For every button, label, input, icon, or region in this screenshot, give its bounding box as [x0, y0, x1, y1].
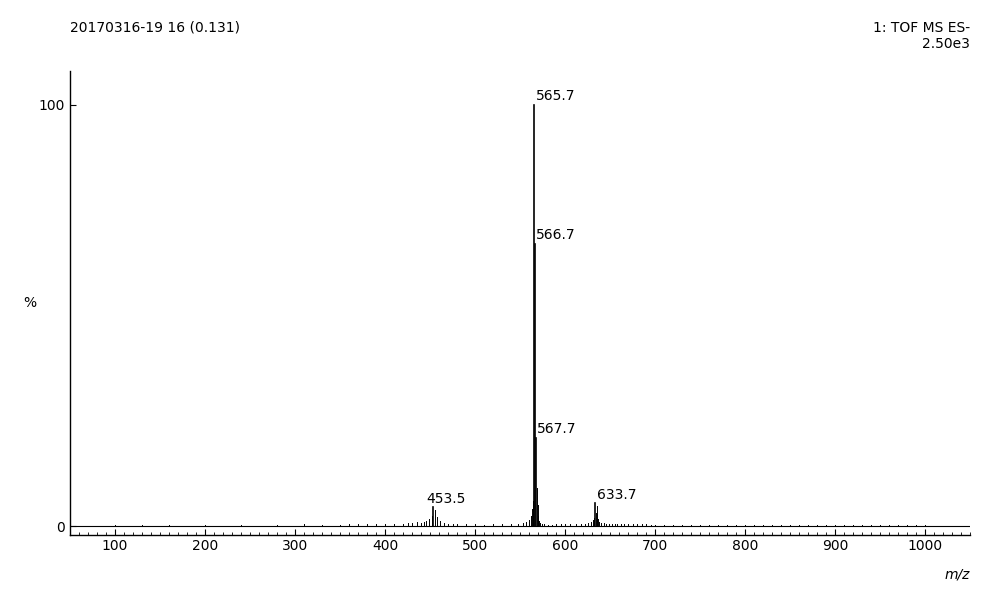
Text: %: % [23, 296, 36, 310]
Text: 633.7: 633.7 [597, 488, 636, 502]
Text: m/z: m/z [945, 567, 970, 581]
Text: 567.7: 567.7 [537, 422, 577, 435]
Text: 20170316-19 16 (0.131): 20170316-19 16 (0.131) [70, 21, 240, 35]
Text: 566.7: 566.7 [536, 228, 576, 242]
Text: 565.7: 565.7 [535, 89, 575, 103]
Text: 1: TOF MS ES-
2.50e3: 1: TOF MS ES- 2.50e3 [873, 21, 970, 51]
Text: 453.5: 453.5 [426, 492, 465, 506]
